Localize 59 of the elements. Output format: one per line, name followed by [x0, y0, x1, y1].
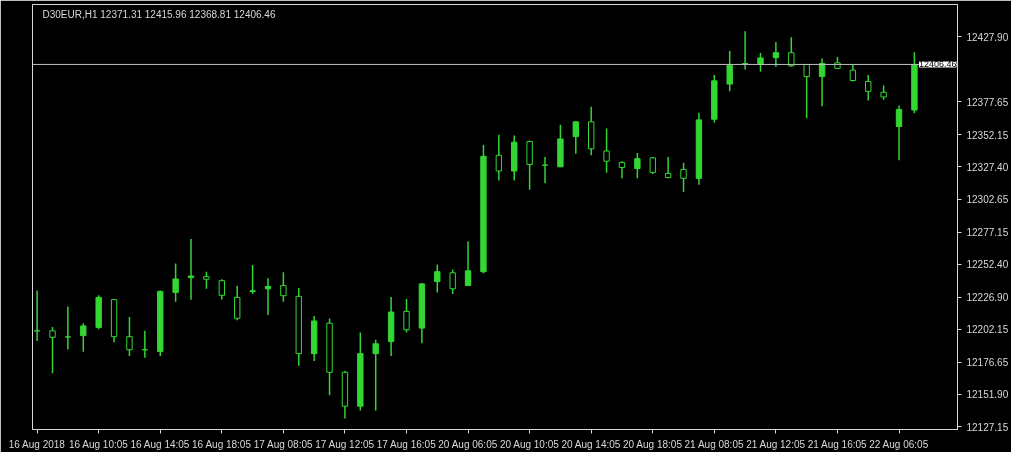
candlestick: [280, 271, 287, 303]
x-tick-label: 17 Aug 12:05: [315, 438, 375, 450]
y-tick-label: 12202.15: [966, 324, 1009, 336]
candlestick: [772, 41, 780, 68]
candlestick: [64, 305, 72, 351]
candlestick: [49, 326, 56, 375]
candlestick: [234, 285, 241, 321]
x-tick-label: 20 Aug 18:05: [623, 438, 683, 450]
y-tick-label: 12252.40: [966, 259, 1009, 271]
x-tick-label: 21 Aug 16:05: [807, 438, 868, 450]
y-tick-label: 12352.15: [966, 129, 1009, 141]
candlestick: [603, 127, 610, 174]
y-tick-label: 12277.15: [966, 227, 1009, 239]
y-tick-label: 12127.15: [966, 421, 1009, 433]
candlestick: [403, 298, 410, 334]
candlestick: [449, 268, 456, 295]
candlestick: [726, 50, 733, 93]
x-tick-label: 17 Aug 08:05: [253, 438, 314, 450]
y-tick-label: 12427.90: [966, 31, 1009, 43]
x-tick-label: 21 Aug 12:05: [746, 438, 806, 450]
x-tick-label: 16 Aug 14:05: [130, 438, 190, 450]
candlestick: [541, 156, 549, 184]
x-tick-label: 16 Aug 2018: [8, 438, 66, 450]
candlestick: [895, 104, 903, 161]
x-tick-label: 20 Aug 14:05: [561, 438, 621, 450]
candlestick: [172, 262, 179, 303]
chart-title: D30EUR,H1 12371.31 12415.96 12368.81 12406.46: [42, 8, 276, 20]
y-tick-label: 12226.90: [966, 292, 1009, 304]
y-tick-label: 12151.90: [966, 389, 1009, 401]
candlestick: [218, 278, 225, 301]
x-tick-label: 22 Aug 06:05: [869, 438, 929, 450]
candlestick: [680, 162, 687, 193]
x-tick-label: 21 Aug 08:05: [684, 438, 744, 450]
y-tick-label: 12377.65: [966, 96, 1009, 108]
x-tick-label: 20 Aug 10:05: [499, 438, 560, 450]
y-tick-label: 12176.65: [966, 357, 1009, 369]
candlestick: [865, 74, 872, 102]
candlestick: [788, 36, 795, 68]
y-tick-label: 12302.65: [966, 194, 1009, 206]
candlestick: [495, 133, 503, 182]
candlestick: [126, 316, 133, 357]
x-tick-label: 17 Aug 16:05: [376, 438, 437, 450]
x-tick-label: 20 Aug 06:05: [438, 438, 498, 450]
y-tick-label: 12327.40: [966, 161, 1009, 173]
candlestick: [187, 238, 195, 301]
candlestick: [803, 63, 810, 120]
candlestick: [526, 139, 533, 191]
candlestick: [434, 263, 441, 294]
candlestick: [264, 277, 272, 316]
x-tick-label: 16 Aug 10:05: [68, 438, 129, 450]
candlestick: [372, 338, 379, 412]
candlestick: [80, 322, 87, 353]
candlestick: [757, 52, 764, 73]
candlestick: [249, 264, 256, 295]
candlestick: [464, 240, 472, 287]
candlestick: [572, 121, 579, 155]
candlestick: [634, 152, 641, 180]
ref-line-label: 12406.46: [918, 59, 957, 70]
x-tick-label: 16 Aug 18:05: [192, 438, 252, 450]
